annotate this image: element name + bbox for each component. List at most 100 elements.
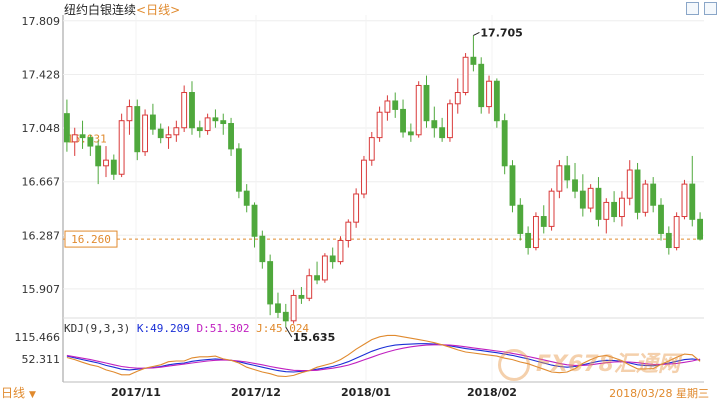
price-tick-label: 17.428 xyxy=(22,68,61,81)
candlestick xyxy=(587,184,594,213)
candlestick xyxy=(579,174,586,217)
kdj-d-value: D:51.302 xyxy=(196,322,250,335)
candlestick xyxy=(204,113,211,135)
annotation-leader xyxy=(473,31,480,36)
candlestick-series xyxy=(63,35,704,328)
candlestick xyxy=(251,202,258,248)
candlestick xyxy=(212,109,219,128)
instrument-name: 纽约白银连续 xyxy=(64,3,137,17)
close-icon[interactable] xyxy=(704,2,717,15)
low-annotation: 15.635 xyxy=(293,331,335,344)
chart-frame xyxy=(62,15,704,383)
candlestick xyxy=(110,154,117,180)
candlestick xyxy=(626,160,633,206)
candlestick xyxy=(314,261,320,285)
candlestick xyxy=(134,99,141,161)
candlestick xyxy=(165,126,172,149)
candlestick xyxy=(658,198,664,241)
candlestick xyxy=(103,146,109,178)
candlestick xyxy=(454,78,461,114)
candlestick xyxy=(337,236,344,265)
candlestick xyxy=(235,143,242,199)
price-tick-label: 15.907 xyxy=(22,283,61,296)
indicator-tick-label: 115.466 xyxy=(15,331,61,344)
candlestick xyxy=(95,140,102,185)
candlestick xyxy=(673,212,680,251)
period-selector[interactable]: 日线 ▼ xyxy=(1,384,36,401)
kdj-legend: KDJ(9,3,3) K:49.209 D:51.302 J:45.024 xyxy=(64,322,309,335)
chevron-down-icon: ▼ xyxy=(29,390,36,400)
candlestick xyxy=(298,286,305,304)
candlestick xyxy=(149,103,156,135)
candlestick xyxy=(407,123,414,142)
price-axis: 17.809 17.428 17.048 16.667 16.287 15.907 xyxy=(22,15,61,296)
candlestick xyxy=(345,219,352,248)
kdj-d-line xyxy=(66,344,701,372)
candlestick xyxy=(540,205,547,234)
candlestick xyxy=(157,123,164,144)
candlestick xyxy=(71,127,78,156)
candlestick xyxy=(548,188,555,231)
table-icon[interactable] xyxy=(686,2,699,15)
last-price-label: 16.260 xyxy=(71,233,111,246)
candlestick xyxy=(118,113,125,178)
candlestick xyxy=(376,106,383,142)
candlestick xyxy=(321,253,328,283)
candlestick xyxy=(431,106,438,138)
candlestick xyxy=(603,198,610,234)
period-label: 日线 xyxy=(1,386,26,400)
candlestick xyxy=(525,226,532,255)
candlestick xyxy=(228,117,234,156)
price-tick-label: 16.667 xyxy=(22,176,61,189)
candlestick xyxy=(697,212,704,241)
kdj-k-line xyxy=(66,343,701,373)
kdj-j-line xyxy=(66,334,701,378)
candlestick xyxy=(572,162,578,199)
candlestick xyxy=(447,99,453,142)
candlestick xyxy=(392,92,399,118)
high-annotation: 17.705 xyxy=(480,26,522,39)
candlestick xyxy=(220,113,227,135)
price-tick-label: 17.809 xyxy=(22,15,61,28)
candlestick xyxy=(290,289,297,324)
candlestick xyxy=(509,160,516,213)
date-tick-label: 2017/11 xyxy=(111,386,161,399)
candlestick xyxy=(470,35,477,72)
indicator-tick-label: 52.311 xyxy=(22,353,61,366)
candlestick xyxy=(642,179,649,217)
kdj-name: KDJ(9,3,3) xyxy=(64,322,131,335)
candlestick xyxy=(329,247,336,269)
candlestick xyxy=(650,177,657,213)
candlestick xyxy=(689,155,696,227)
candlestick xyxy=(384,95,391,121)
candlestick xyxy=(501,113,508,175)
candlestick xyxy=(306,268,313,302)
time-axis: 2017/11 2017/12 2018/01 2018/02 xyxy=(111,386,517,399)
candlestick xyxy=(63,99,70,152)
kdj-k-value: K:49.209 xyxy=(136,322,190,335)
date-tick-label: 2018/02 xyxy=(467,386,517,399)
candlestick xyxy=(595,177,602,227)
candlestick xyxy=(665,226,672,255)
candlestick xyxy=(181,85,188,132)
candlestick xyxy=(415,81,422,138)
candlestick xyxy=(493,78,500,128)
chart-title: 纽约白银连续<日线> xyxy=(64,1,180,18)
candlestick xyxy=(517,198,524,241)
price-tick-label: 17.048 xyxy=(22,122,61,135)
kdj-lines xyxy=(66,334,701,378)
watermark-text: FX678汇通网 xyxy=(536,352,680,377)
candlestick xyxy=(142,109,149,156)
kdj-j-value: J:45.024 xyxy=(256,322,310,335)
candlestick xyxy=(87,134,94,156)
candlestick xyxy=(564,155,571,189)
date-tick-label: 2017/12 xyxy=(231,386,281,399)
candlestick xyxy=(126,99,133,135)
candlestick xyxy=(275,292,281,318)
last-price-box xyxy=(64,230,118,248)
candlestick xyxy=(556,160,563,199)
watermark: FX678汇通网 xyxy=(498,346,680,381)
candlestick xyxy=(189,81,195,135)
